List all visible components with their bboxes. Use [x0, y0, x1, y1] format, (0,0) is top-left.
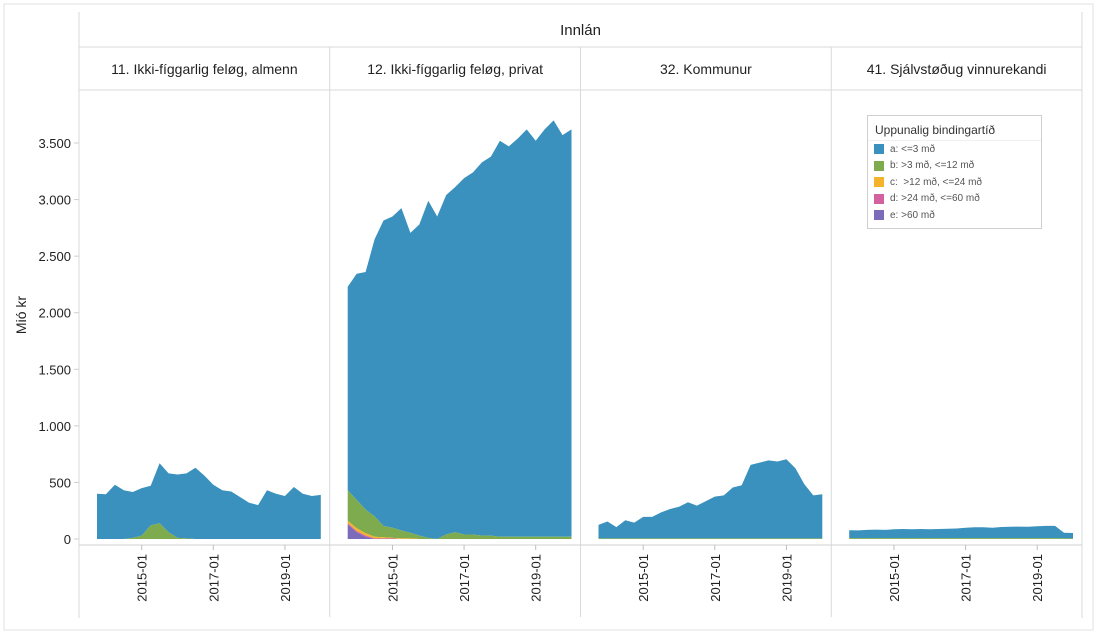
x-tick-label: 2017-01	[457, 554, 472, 602]
panel-title: 32. Kommunur	[660, 61, 752, 77]
area-series-b	[97, 523, 321, 539]
legend-label: e: >60 mð	[890, 209, 935, 221]
x-tick-label: 2019-01	[529, 554, 544, 602]
legend[interactable]: Uppunalig bindingartíð a: <=3 mð b: >3 mð…	[867, 115, 1042, 229]
y-tick-label: 500	[49, 475, 71, 490]
area-series-a	[849, 525, 1073, 539]
legend-swatch	[874, 177, 884, 188]
x-tick-label: 2017-01	[206, 554, 221, 602]
x-tick-label: 2017-01	[708, 554, 723, 602]
area-series-a	[598, 459, 823, 539]
legend-label: d: >24 mð, <=60 mð	[890, 193, 980, 205]
legend-label: c: >12 mð, <=24 mð	[890, 176, 982, 188]
legend-item[interactable]: a: <=3 mð	[868, 141, 1041, 158]
area-series-b	[849, 538, 1073, 539]
legend-label: b: >3 mð, <=12 mð	[890, 160, 975, 172]
area-series-a	[347, 120, 572, 540]
chart-title: Innlán	[560, 22, 601, 39]
legend-swatch	[874, 193, 884, 204]
x-tick-label: 2015-01	[385, 554, 400, 602]
legend-swatch	[874, 144, 884, 155]
x-tick-label: 2017-01	[959, 554, 974, 602]
x-tick-label: 2019-01	[779, 554, 794, 602]
y-tick-label: 3.000	[38, 193, 71, 208]
legend-label: a: <=3 mð	[890, 143, 936, 155]
area-series-b	[598, 538, 823, 539]
y-tick-label: 3.500	[38, 136, 71, 151]
y-tick-label: 2.000	[38, 306, 71, 321]
x-tick-label: 2019-01	[1030, 554, 1045, 602]
legend-swatch	[874, 210, 884, 221]
x-tick-label: 2015-01	[135, 554, 150, 602]
panel-title: 41. Sjálvstøðug vinnurekandi	[867, 61, 1047, 77]
chart-frame	[3, 3, 1094, 631]
panel-title: 12. Ikki-fíggarlig feløg, privat	[367, 61, 543, 77]
legend-swatch	[874, 160, 884, 171]
area-series-a	[97, 463, 321, 539]
y-tick-label: 1.500	[38, 362, 71, 377]
area-series-b	[347, 490, 572, 539]
y-tick-label: 2.500	[38, 249, 71, 264]
x-tick-label: 2019-01	[278, 554, 293, 602]
y-tick-label: 0	[64, 532, 71, 547]
legend-item[interactable]: e: >60 mð	[868, 207, 1041, 224]
area-series-d	[347, 523, 572, 539]
legend-items: a: <=3 mð b: >3 mð, <=12 mð c: >12 mð, <=2…	[868, 141, 1041, 224]
legend-item[interactable]: d: >24 mð, <=60 mð	[868, 191, 1041, 208]
y-tick-label: 1.000	[38, 419, 71, 434]
legend-item[interactable]: c: >12 mð, <=24 mð	[868, 174, 1041, 191]
legend-item[interactable]: b: >3 mð, <=12 mð	[868, 158, 1041, 175]
x-tick-label: 2015-01	[636, 554, 651, 602]
y-axis-label: Mió kr	[13, 296, 29, 334]
panel-title: 11. Ikki-fíggarlig feløg, almenn	[111, 61, 298, 77]
x-tick-label: 2015-01	[887, 554, 902, 602]
legend-title: Uppunalig bindingartíð	[868, 116, 1041, 141]
